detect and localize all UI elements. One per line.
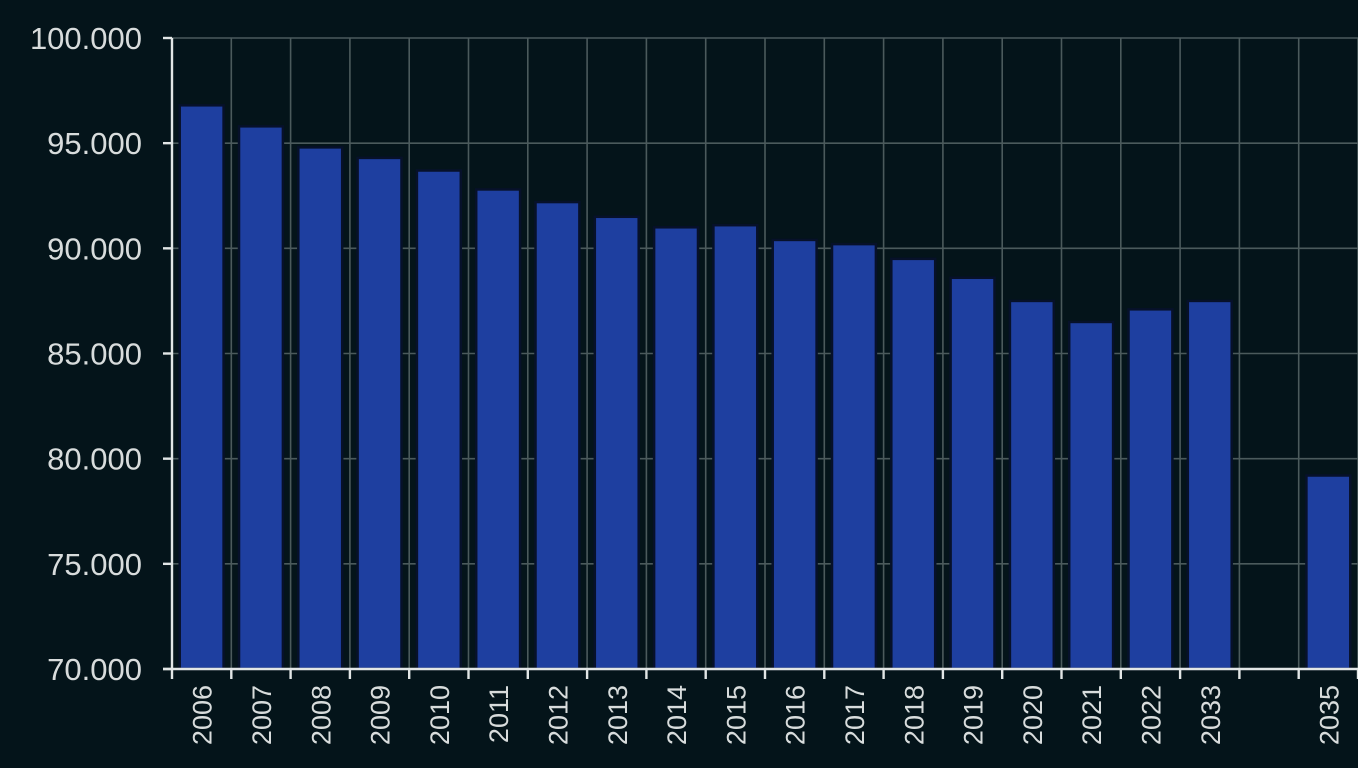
x-tick-label: 2013	[603, 685, 633, 745]
bar-2016	[771, 238, 818, 671]
bar-2018	[890, 257, 937, 671]
x-tick-label: 2015	[721, 685, 751, 745]
bar-2007	[237, 125, 285, 671]
x-tick-label: 2021	[1077, 685, 1107, 745]
x-tick-label: 2020	[1018, 685, 1048, 745]
y-tick-label: 80.000	[47, 442, 142, 477]
bar-2020	[1008, 299, 1056, 671]
bar-2009	[356, 156, 403, 671]
bar-2011	[474, 188, 522, 671]
bar-2022	[1127, 308, 1174, 671]
bar-2014	[652, 226, 700, 671]
x-tick-label: 2022	[1136, 685, 1166, 745]
y-tick-label: 90.000	[47, 231, 142, 266]
bar-2010	[415, 169, 463, 671]
bar-2021	[1067, 320, 1115, 671]
x-tick-label: 2006	[188, 685, 218, 745]
y-tick-label: 95.000	[47, 126, 142, 161]
bar-2012	[534, 200, 581, 671]
bar-2017	[830, 242, 878, 671]
bar-2019	[949, 276, 996, 671]
x-tick-label: 2011	[484, 685, 514, 743]
x-tick-label: 2007	[247, 685, 277, 745]
axes	[163, 36, 1358, 679]
y-tick-label: 100.000	[30, 21, 142, 56]
x-tick-label: 2014	[662, 685, 692, 745]
x-tick-label: 2008	[306, 685, 336, 745]
y-tick-label: 85.000	[47, 337, 142, 372]
x-tick-label: 2033	[1196, 685, 1226, 745]
x-tick-label: 2016	[781, 685, 811, 745]
bar-2013	[593, 215, 640, 671]
x-tick-label: 2010	[425, 685, 455, 745]
x-tick-label: 2018	[899, 685, 929, 745]
x-tick-label: 2017	[840, 685, 870, 745]
y-tick-label: 75.000	[47, 547, 142, 582]
grid-lines	[172, 37, 1358, 670]
y-axis-labels: 70.000 75.000 80.000 85.000 90.000 95.000 100.…	[30, 21, 142, 687]
bars	[178, 104, 1352, 671]
y-tick-label: 70.000	[47, 652, 142, 687]
bar-2006	[178, 104, 225, 671]
x-tick-label: 2019	[959, 685, 989, 745]
x-tick-label: 2012	[543, 685, 573, 745]
bar-2035	[1305, 474, 1352, 671]
x-tick-label: 2009	[366, 685, 396, 745]
x-axis-labels: 2006 2007 2008 2009 2010 2011 2012 2013 2014 2015…	[188, 685, 1345, 745]
x-tick-label: 2035	[1314, 685, 1344, 745]
bar-2008	[297, 146, 344, 671]
bar-2033	[1186, 299, 1233, 671]
bar-2015	[712, 223, 759, 671]
